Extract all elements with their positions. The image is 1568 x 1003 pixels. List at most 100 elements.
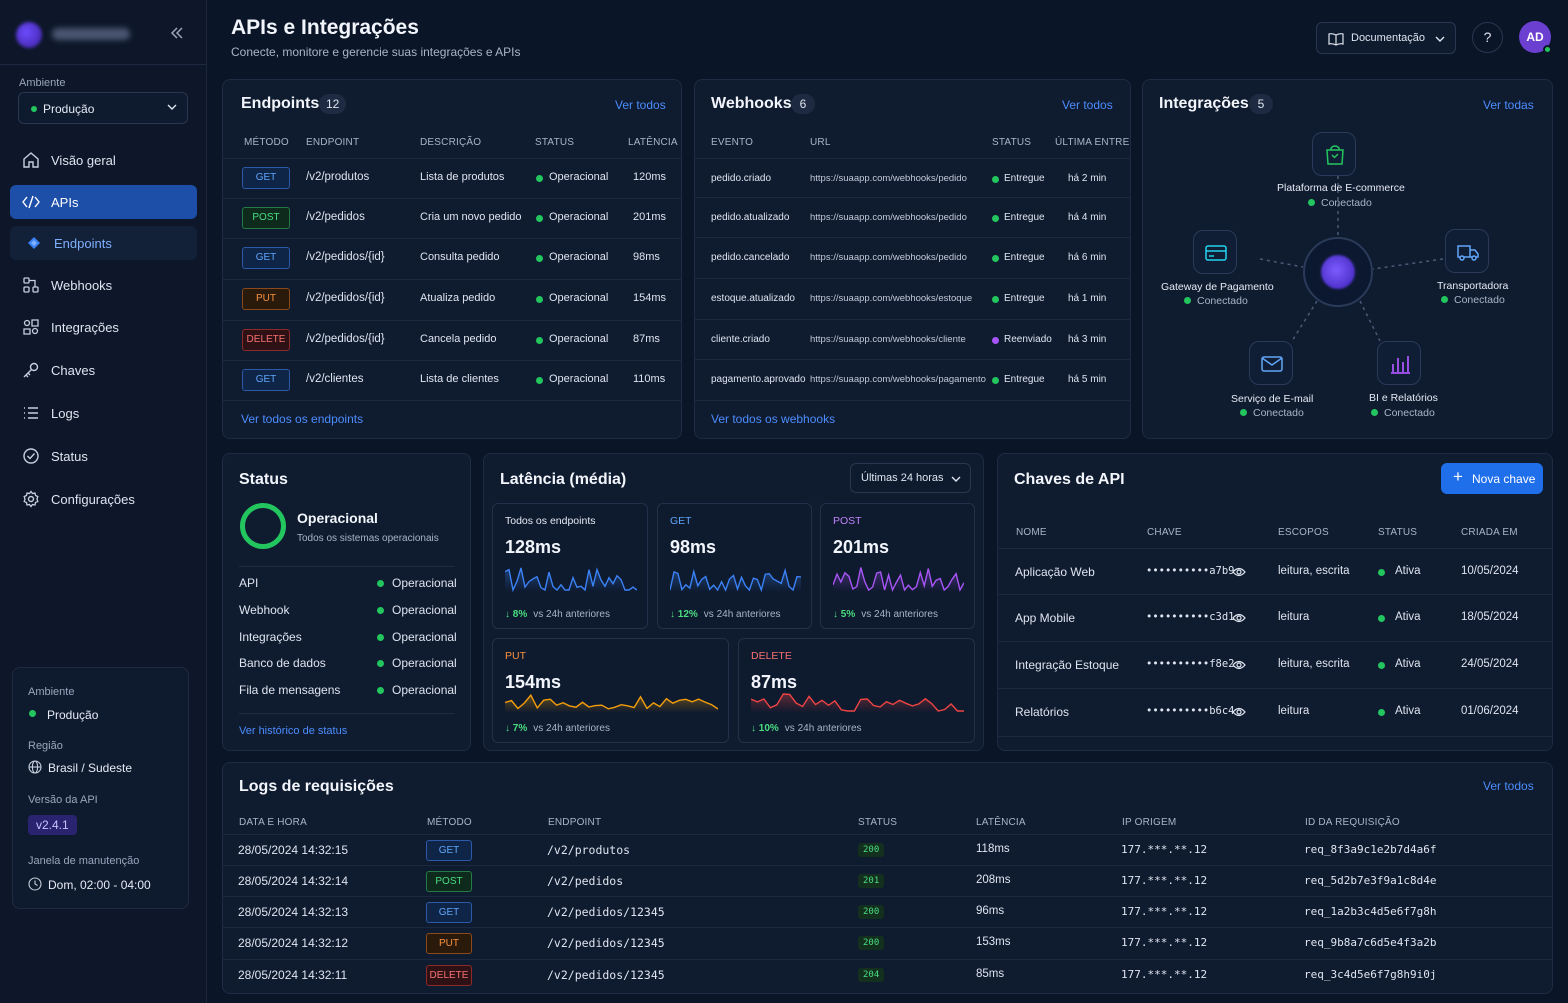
- status-row-value: Operacional: [392, 656, 457, 670]
- integration-email-service[interactable]: [1249, 341, 1293, 385]
- latency-change-caption: vs 24h anteriores: [861, 609, 938, 620]
- integration-payment-gateway[interactable]: [1193, 230, 1237, 274]
- status-dot: [1378, 615, 1385, 622]
- clock-icon: [28, 877, 42, 891]
- status-history-link[interactable]: Ver histórico de status: [239, 725, 348, 737]
- endpoint-path[interactable]: /v2/pedidos/{id}: [306, 251, 385, 263]
- http-status-badge: 204: [858, 968, 885, 982]
- environment-value: Produção: [43, 102, 95, 116]
- column-header: DATA E HORA: [239, 817, 307, 828]
- nav-item-overview[interactable]: Visão geral: [10, 143, 197, 177]
- online-indicator: [1543, 45, 1552, 54]
- eye-icon[interactable]: [1232, 705, 1246, 719]
- log-request-id[interactable]: req_8f3a9c1e2b7d4a6f: [1304, 843, 1437, 856]
- nav-item-logs[interactable]: Logs: [10, 396, 197, 430]
- gear-icon: [23, 490, 39, 508]
- method-badge: DELETE: [242, 329, 290, 351]
- webhook-last-delivery: há 1 min: [1068, 293, 1107, 304]
- environment-card: Ambiente Produção Região Brasil / Sudest…: [12, 667, 189, 909]
- method-badge: GET: [242, 247, 290, 269]
- column-header: STATUS: [535, 137, 575, 148]
- webhook-event[interactable]: pedido.cancelado: [711, 252, 790, 263]
- log-request-id[interactable]: req_3c4d5e6f7g8h9i0j: [1304, 968, 1437, 981]
- webhook-event[interactable]: pedido.atualizado: [711, 212, 790, 223]
- webhook-event[interactable]: pedido.criado: [711, 173, 772, 184]
- view-all-webhooks-link[interactable]: Ver todos os webhooks: [711, 412, 836, 426]
- log-request-id[interactable]: req_9b8a7c6d5e4f3a2b: [1304, 936, 1437, 949]
- log-endpoint[interactable]: /v2/pedidos/12345: [547, 936, 665, 950]
- nav-item-endpoints[interactable]: Endpoints: [10, 226, 197, 260]
- endpoints-view-all-link[interactable]: Ver todos: [615, 98, 666, 112]
- documentation-button[interactable]: Documentação: [1316, 22, 1456, 54]
- latency-box-value: 98ms: [670, 537, 717, 557]
- eye-icon[interactable]: [1232, 611, 1246, 625]
- logs-view-all-link[interactable]: Ver todos: [1483, 779, 1534, 793]
- environment-select[interactable]: Produção: [18, 92, 188, 124]
- nav-item-status[interactable]: Status: [10, 439, 197, 473]
- eye-icon[interactable]: [1232, 565, 1246, 579]
- log-endpoint[interactable]: /v2/pedidos/12345: [547, 968, 665, 982]
- arrow-down-icon: ↓: [833, 609, 841, 620]
- endpoints-title: Endpoints: [241, 95, 320, 112]
- row-divider: [223, 834, 1552, 835]
- log-latency: 208ms: [976, 874, 1011, 886]
- view-all-endpoints-link[interactable]: Ver todos os endpoints: [241, 412, 364, 426]
- brand-logo[interactable]: [14, 20, 194, 50]
- webhooks-view-all-link[interactable]: Ver todos: [1062, 98, 1113, 112]
- http-status-badge: 201: [858, 874, 885, 888]
- avatar[interactable]: AD: [1519, 21, 1552, 54]
- row-divider: [695, 400, 1130, 401]
- log-request-id[interactable]: req_1a2b3c4d5e6f7g8h: [1304, 905, 1437, 918]
- log-endpoint[interactable]: /v2/pedidos/12345: [547, 905, 665, 919]
- webhook-last-delivery: há 6 min: [1068, 252, 1107, 263]
- eye-icon[interactable]: [1232, 658, 1246, 672]
- log-ip: 177.***.**.12: [1121, 843, 1208, 856]
- webhook-event[interactable]: cliente.criado: [711, 334, 770, 345]
- column-header: IP ORIGEM: [1122, 817, 1177, 828]
- webhook-icon: [23, 277, 39, 293]
- status-dot: [992, 337, 999, 344]
- book-icon: [1328, 33, 1344, 46]
- status-row-name: Integrações: [239, 630, 302, 644]
- api-key-name: Aplicação Web: [1015, 565, 1095, 579]
- column-header: ENDPOINT: [306, 137, 360, 148]
- integration-bi-reports[interactable]: [1377, 341, 1421, 385]
- log-latency: 153ms: [976, 936, 1011, 948]
- column-header: STATUS: [858, 817, 898, 828]
- collapse-sidebar-icon[interactable]: [170, 25, 184, 43]
- latency-change: ↓ 8% vs 24h anteriores: [505, 609, 610, 620]
- integration-carrier[interactable]: [1445, 229, 1489, 273]
- integrations-view-all-link[interactable]: Ver todas: [1483, 98, 1534, 112]
- status-dot: [1441, 296, 1448, 303]
- nav-item-webhooks[interactable]: Webhooks: [10, 268, 197, 302]
- log-endpoint[interactable]: /v2/pedidos: [547, 874, 624, 888]
- webhook-status: Entregue: [1004, 252, 1045, 263]
- page-title: APIs e Integrações: [231, 16, 419, 39]
- time-range-select[interactable]: Últimas 24 horas: [850, 463, 971, 493]
- webhook-event[interactable]: estoque.atualizado: [711, 293, 795, 304]
- column-header: ID DA REQUISIÇÃO: [1305, 817, 1400, 828]
- row-divider: [695, 197, 1130, 198]
- nav-item-keys[interactable]: Chaves: [10, 353, 197, 387]
- endpoint-path[interactable]: /v2/pedidos/{id}: [306, 292, 385, 304]
- documentation-label: Documentação: [1351, 32, 1425, 44]
- endpoint-path[interactable]: /v2/produtos: [306, 171, 370, 183]
- status-dot: [992, 377, 999, 384]
- nav-item-settings[interactable]: Configurações: [10, 482, 197, 516]
- webhook-event[interactable]: pagamento.aprovado: [711, 374, 806, 385]
- log-ip: 177.***.**.12: [1121, 968, 1208, 981]
- log-request-id[interactable]: req_5d2b7e3f9a1c8d4e: [1304, 874, 1437, 887]
- method-badge: GET: [242, 369, 290, 391]
- nav-item-apis[interactable]: APIs: [10, 185, 197, 219]
- log-endpoint[interactable]: /v2/produtos: [547, 843, 631, 857]
- nav-item-integrations[interactable]: Integrações: [10, 310, 197, 344]
- endpoint-path[interactable]: /v2/clientes: [306, 373, 364, 385]
- arrow-down-icon: ↓: [751, 723, 759, 734]
- endpoint-path[interactable]: /v2/pedidos: [306, 211, 365, 223]
- new-key-button[interactable]: + Nova chave: [1441, 463, 1543, 494]
- integration-ecommerce[interactable]: [1312, 132, 1356, 176]
- help-button[interactable]: ?: [1472, 22, 1503, 53]
- row-divider: [998, 736, 1552, 737]
- endpoint-path[interactable]: /v2/pedidos/{id}: [306, 333, 385, 345]
- column-header: DESCRIÇÃO: [420, 137, 482, 148]
